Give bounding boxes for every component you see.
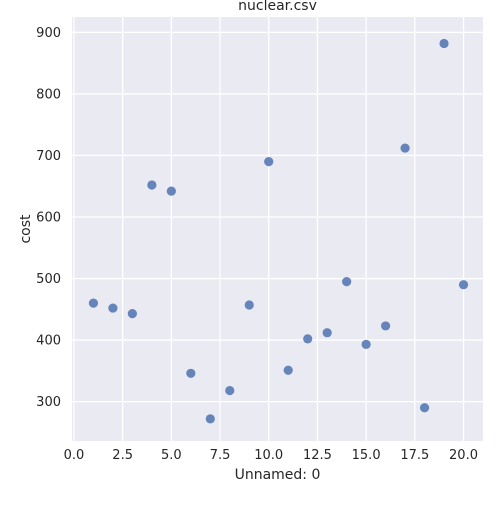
scatter-point [88,298,99,308]
x-axis-ticks: 0.0 2.5 5.0 7.5 10.0 12.5 15.0 17.5 20.0 [64,448,478,463]
scatter-point [225,385,235,396]
y-tick-label: 300 [36,395,61,410]
scatter-point [127,309,137,319]
scatter-point [400,143,410,153]
y-axis-ticks: 300 400 500 600 700 800 900 [36,26,61,410]
scatter-point [381,321,391,331]
scatter-point [108,303,118,313]
y-tick-label: 500 [36,272,61,287]
y-tick-label: 900 [36,26,61,41]
x-tick-label: 2.5 [112,448,133,463]
chart-title: nuclear.csv [238,0,317,14]
scatter-point [147,180,157,190]
x-tick-label: 5.0 [161,448,182,463]
scatter-point [458,280,469,290]
scatter-point [264,157,274,167]
x-tick-label: 10.0 [254,448,283,463]
y-tick-label: 400 [36,334,61,349]
y-tick-label: 800 [36,87,61,102]
x-tick-label: 12.5 [303,448,332,463]
scatter-point [186,368,196,378]
x-axis-label: Unnamed: 0 [235,467,321,483]
scatter-point [303,334,313,344]
plot-area [72,17,483,441]
scatter-point [419,403,430,413]
x-tick-label: 7.5 [210,448,231,463]
y-axis-label: cost [18,214,34,244]
scatter-point [361,339,371,349]
scatter-point [166,186,176,196]
x-tick-label: 15.0 [352,448,381,463]
scatter-point [342,277,352,287]
data-points [88,38,469,424]
scatter-point [322,328,332,338]
scatter-point [205,414,215,424]
y-tick-label: 700 [36,149,61,164]
scatter-point [244,300,254,310]
y-tick-label: 600 [36,211,61,226]
scatter-point [439,38,449,49]
x-tick-label: 17.5 [400,448,429,463]
x-tick-label: 0.0 [64,448,85,463]
gridlines [72,17,483,441]
x-tick-label: 20.0 [449,448,478,463]
scatter-point [283,365,293,375]
